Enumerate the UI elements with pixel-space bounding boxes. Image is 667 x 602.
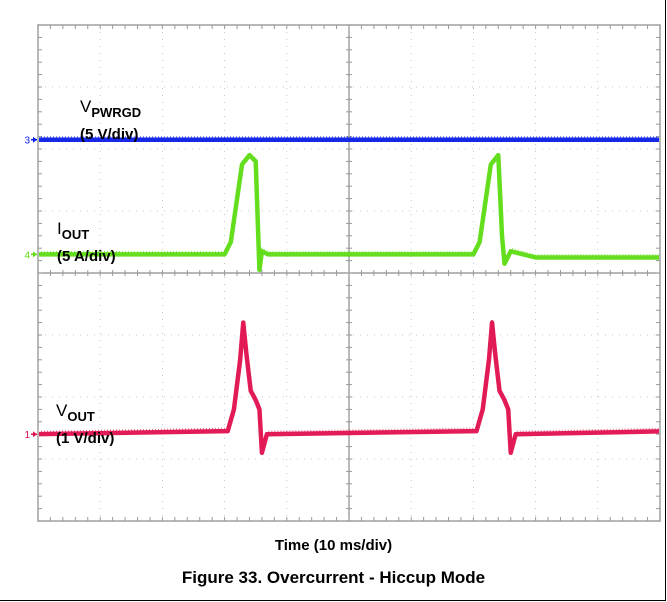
channel-marker-arrow xyxy=(33,136,37,143)
iout-label: IOUT (5 A/div) xyxy=(57,219,116,265)
channel-marker-arrow xyxy=(33,251,37,258)
trace-series-1 xyxy=(39,152,659,273)
channel-marker-3: 3 xyxy=(24,136,30,147)
channel-marker-1: 1 xyxy=(24,430,30,441)
trace-noise-1 xyxy=(39,150,659,268)
channel-marker-arrow xyxy=(33,431,37,438)
x-axis-label: Time (10 ms/div) xyxy=(274,537,393,554)
traces xyxy=(39,136,659,456)
channel-markers: 3 4 1 xyxy=(24,136,37,441)
vout-label: VOUT (1 V/div) xyxy=(56,401,115,447)
figure-caption: Figure 33. Overcurrent - Hiccup Mode xyxy=(181,568,486,587)
channel-marker-4: 4 xyxy=(24,250,30,261)
trace-series-2 xyxy=(39,320,659,456)
vpwrgd-label: VPWRGD (5 V/div) xyxy=(80,97,142,143)
grid xyxy=(37,24,661,522)
